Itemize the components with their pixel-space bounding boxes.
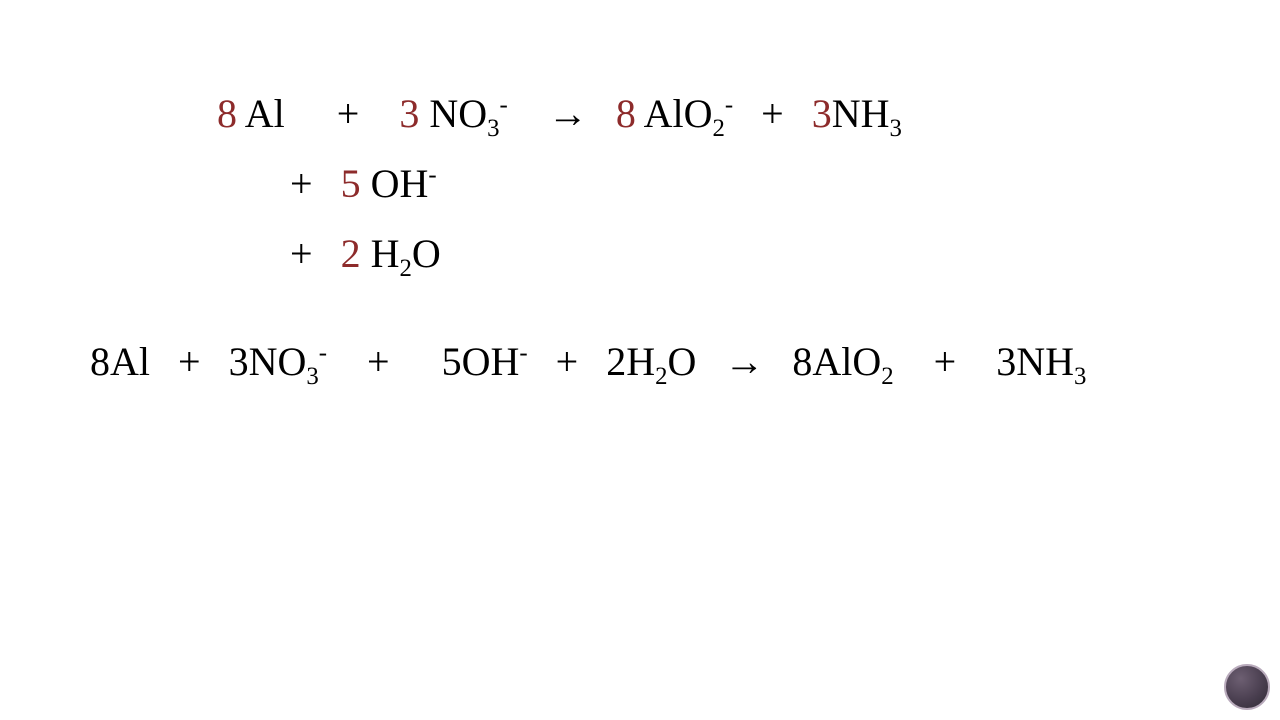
equation-final: 8Al + 3NO3- + 5OH- + 2H2O → 8AlO2 + 3NH3 [90, 338, 1190, 386]
species: 8Al [90, 339, 150, 384]
plus-sign: + [290, 231, 313, 276]
species: 2H2O [606, 339, 696, 384]
plus-sign: + [556, 339, 579, 384]
plus-sign: + [178, 339, 201, 384]
coef: 5 [341, 161, 361, 206]
equation-line-1: 8 Al + 3 NO3- → 8 AlO2- + 3NH3 [90, 90, 1190, 138]
plus-sign: + [290, 161, 313, 206]
slide: 8 Al + 3 NO3- → 8 AlO2- + 3NH3 + 5 OH- +… [0, 0, 1280, 720]
arrow: → [724, 340, 764, 384]
coef: 2 [341, 231, 361, 276]
equation-block: 8 Al + 3 NO3- → 8 AlO2- + 3NH3 + 5 OH- +… [90, 90, 1190, 408]
plus-sign: + [761, 91, 784, 136]
species: AlO2- [636, 91, 733, 136]
plus-sign: + [934, 339, 957, 384]
species: OH- [361, 161, 437, 206]
species: Al [237, 91, 285, 136]
species: H2O [361, 231, 441, 276]
coef: 3 [399, 91, 419, 136]
species: NH3 [832, 91, 902, 136]
template-logo-icon [1224, 664, 1270, 710]
species: NO3- [419, 91, 507, 136]
plus-sign: + [367, 339, 390, 384]
coef: 8 [616, 91, 636, 136]
coef: 3 [812, 91, 832, 136]
plus-sign: + [337, 91, 360, 136]
species: 5OH- [442, 339, 528, 384]
species: 3NO3- [229, 339, 327, 384]
species: 8AlO2 [792, 339, 893, 384]
coef: 8 [217, 91, 237, 136]
equation-line-2: + 5 OH- [90, 160, 1190, 208]
equation-line-3: + 2 H2O [90, 230, 1190, 278]
species: 3NH3 [996, 339, 1086, 384]
arrow: → [548, 92, 588, 136]
